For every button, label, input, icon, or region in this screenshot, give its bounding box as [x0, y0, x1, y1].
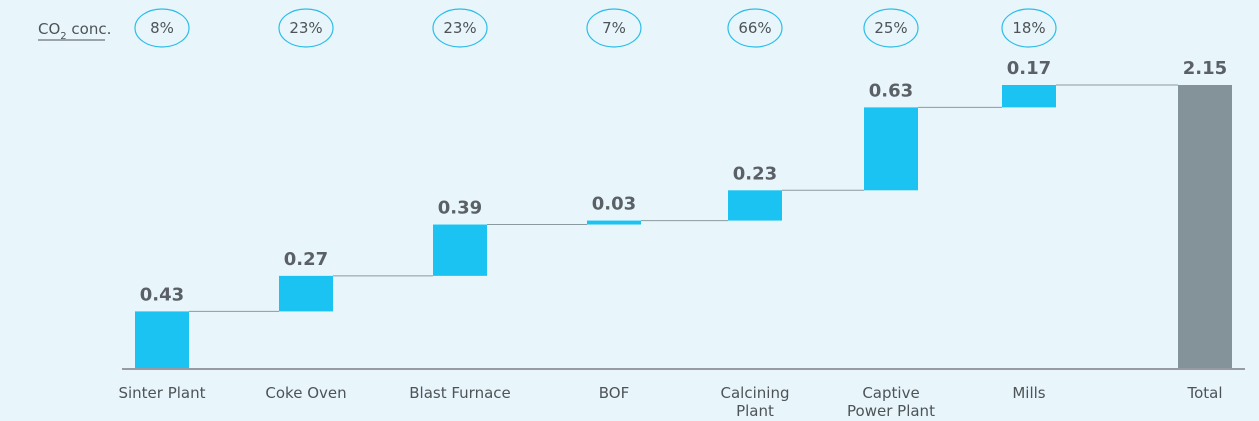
- value-labels: 0.43 0.27 0.39 0.03 0.23 0.63 0.17 2.15: [140, 58, 1227, 305]
- value-label-0: 0.43: [140, 284, 184, 305]
- bars: [135, 85, 1232, 368]
- conc-value-6: 18%: [1012, 19, 1045, 37]
- category-label-1: Coke Oven: [265, 384, 346, 402]
- total-bar: [1178, 85, 1232, 368]
- conc-circle-3: [586, 8, 642, 48]
- conc-circle-5: [863, 8, 919, 48]
- category-label-4: Calcining Plant: [721, 384, 790, 420]
- category-label-0: Sinter Plant: [118, 384, 205, 402]
- category-label-3: BOF: [599, 384, 629, 402]
- category-label-7: Total: [1186, 384, 1222, 402]
- bar-2: [433, 224, 487, 276]
- value-label-3: 0.03: [592, 194, 636, 215]
- bar-0: [135, 311, 189, 368]
- conc-value-2: 23%: [443, 19, 476, 37]
- conc-value-3: 7%: [602, 19, 626, 37]
- co2-concentration-row: CO2 conc.: [38, 20, 111, 42]
- value-label-4: 0.23: [733, 163, 777, 184]
- bar-1: [279, 275, 333, 312]
- conc-circle-2: [432, 8, 488, 48]
- conc-circle-6: [1001, 8, 1057, 48]
- bar-5: [864, 107, 918, 191]
- bar-6: [1002, 85, 1056, 108]
- conc-circle-4: [727, 8, 783, 48]
- conc-value-5: 25%: [874, 19, 907, 37]
- connector-lines: [189, 84, 1178, 312]
- category-label-2: Blast Furnace: [409, 384, 511, 402]
- bar-3: [587, 220, 641, 225]
- value-label-7: 2.15: [1183, 58, 1227, 79]
- category-label-5: Captive Power Plant: [847, 384, 935, 420]
- conc-value-4: 66%: [738, 19, 771, 37]
- concentration-circles: 8% 23% 23% 7% 66% 25% 18%: [134, 8, 1057, 48]
- category-label-6: Mills: [1012, 384, 1045, 402]
- conc-value-0: 8%: [150, 19, 174, 37]
- value-label-2: 0.39: [438, 198, 482, 219]
- conc-value-1: 23%: [289, 19, 322, 37]
- value-label-1: 0.27: [284, 249, 328, 270]
- co2-conc-label: CO2 conc.: [38, 20, 111, 42]
- category-labels: Sinter Plant Coke Oven Blast Furnace BOF Cal…: [118, 384, 1222, 420]
- conc-circle-1: [278, 8, 334, 48]
- bar-4: [728, 190, 782, 221]
- value-label-6: 0.17: [1007, 58, 1051, 79]
- conc-circle-0: [134, 8, 190, 48]
- value-label-5: 0.63: [869, 80, 913, 101]
